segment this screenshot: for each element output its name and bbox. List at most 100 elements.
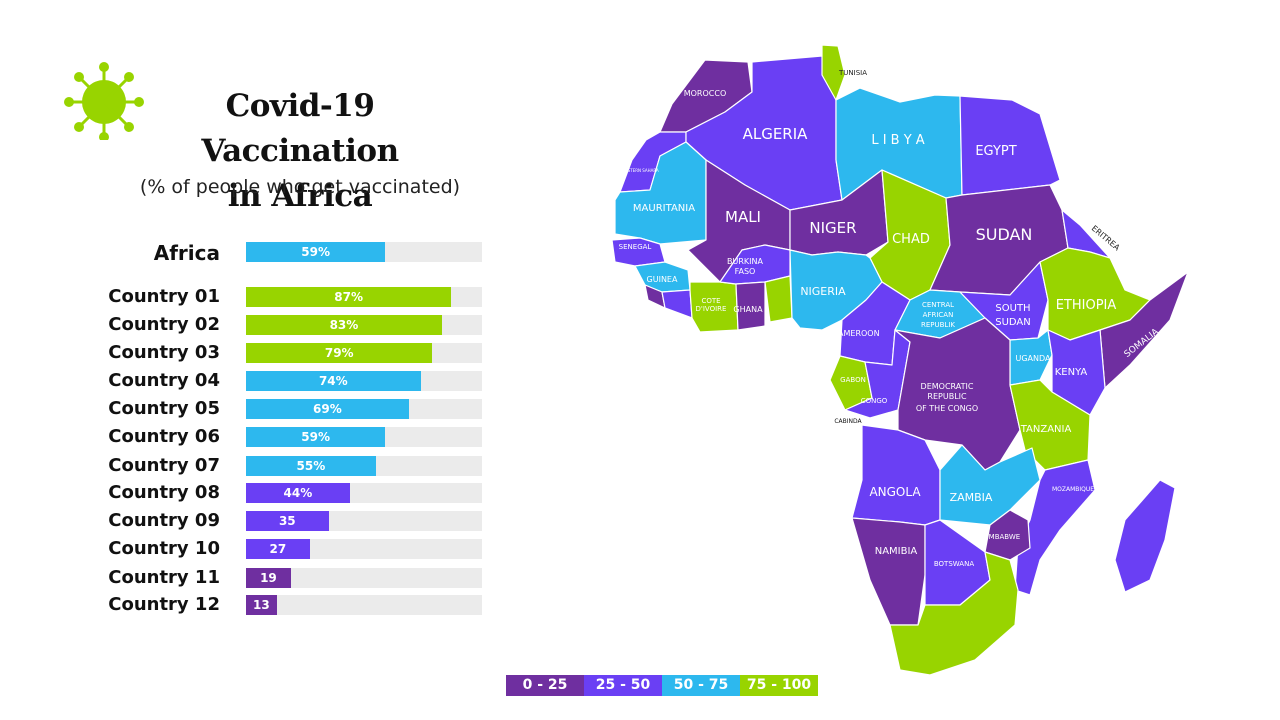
bar-value-label: 59% (301, 430, 330, 444)
map-label-cabinda: CABINDA (834, 418, 862, 425)
legend-item: 50 - 75 (662, 675, 740, 696)
bar-value-label: 35 (278, 514, 296, 528)
bar (246, 456, 376, 476)
bar-category-label: Country 03 (108, 342, 220, 363)
map-label-burkina-2: FASO (735, 267, 756, 276)
map-label-south-sudan-2: SUDAN (995, 317, 1031, 328)
map-label-morocco: MOROCCO (684, 89, 727, 98)
map-label-chad: CHAD (892, 232, 930, 247)
map-region-ghana (735, 281, 766, 331)
bar (246, 315, 442, 335)
bar-track: 59% (246, 427, 482, 447)
map-label-botswana: BOTSWANA (934, 560, 974, 568)
map-label-south-sudan-1: SOUTH (995, 303, 1030, 314)
map-label-mali: MALI (725, 208, 761, 226)
bar (246, 343, 433, 363)
bar-category-label: Country 04 (108, 370, 220, 391)
map-label-zambia: ZAMBIA (950, 491, 993, 504)
map-label-western-sahara: WESTERN SAHARA (621, 168, 659, 173)
map-region-malawi-mozambique (1014, 459, 1096, 596)
bar-track: 69% (246, 399, 482, 419)
bar (246, 539, 310, 559)
bar-track: 35 (246, 511, 482, 531)
map-label-drc-3: OF THE CONGO (916, 404, 978, 413)
map-label-cameroon: CAMEROON (832, 329, 879, 338)
title-block: Covid-19 Vaccination in Africa (% of peo… (60, 60, 540, 214)
map-region-zambia (939, 444, 1041, 526)
map-label-car-2: AFRICAN (923, 311, 954, 319)
map-label-car-3: REPUBLIK (921, 321, 955, 329)
bar-value-label: 69% (313, 402, 342, 416)
bar-value-label: 55% (296, 459, 326, 473)
map-label-egypt: EGYPT (975, 144, 1016, 159)
map-label-mauritania: MAURITANIA (633, 203, 695, 214)
map-label-libya: L I B Y A (871, 133, 924, 148)
bar-category-label: Country 11 (108, 567, 220, 588)
map-label-gabon: GABON (840, 376, 866, 384)
chart-subtitle: (% of people who get vaccinated) (139, 176, 461, 198)
map-label-angola: ANGOLA (869, 485, 921, 499)
bar-category-label: Country 08 (108, 482, 220, 503)
bar-category-label: Country 10 (108, 538, 220, 559)
bar-value-label: 59% (301, 245, 330, 259)
bar-category-label: Country 07 (108, 455, 220, 476)
bar-track: 44% (246, 483, 482, 503)
map-label-sudan: SUDAN (976, 225, 1033, 244)
map-label-uganda: UGANDA (1015, 354, 1051, 363)
map-label-guinea: GUINEA (647, 275, 678, 284)
bar-track: 59% (246, 242, 482, 262)
legend: 0 - 25 25 - 50 50 - 75 75 - 100 (506, 675, 818, 696)
map-region-somalia (1099, 271, 1189, 389)
bar-value-label: 27 (269, 542, 287, 556)
map-label-ghana: GHANA (733, 305, 763, 314)
map-label-senegal: SENEGAL (619, 243, 652, 251)
bar-track: 74% (246, 371, 482, 391)
bar-track: 13 (246, 595, 482, 615)
legend-item: 75 - 100 (740, 675, 818, 696)
map-region-madagascar (1114, 479, 1176, 593)
africa-map: MOROCCO ALGERIA TUNISIA L I B Y A EGYPT … (611, 44, 1189, 676)
map-region-mauritania (614, 141, 707, 245)
chart-title: Covid-19 Vaccination in Africa (140, 84, 460, 219)
map-region-liberia (661, 289, 693, 319)
bar-track: 55% (246, 456, 482, 476)
bar-category-label: Country 06 (108, 426, 220, 447)
map-label-tunisia: TUNISIA (838, 69, 867, 77)
bar-value-label: 44% (283, 486, 313, 500)
bar-value-label: 74% (318, 374, 348, 388)
chart-title-line2: in Africa (227, 178, 373, 214)
map-region-tunisia (821, 44, 846, 101)
virus-icon (64, 62, 144, 140)
bar-track: 79% (246, 343, 482, 363)
bar-category-label: Country 02 (108, 314, 220, 335)
map-label-ethiopia: ETHIOPIA (1056, 298, 1117, 313)
map-region-namibia (851, 517, 926, 626)
map-label-mozambique: MOZAMBIQUE (1052, 486, 1094, 493)
map-label-kenya: KENYA (1055, 367, 1088, 378)
bar (246, 511, 329, 531)
map-label-nigeria: NIGERIA (800, 285, 846, 298)
map-label-cote-1: COTE (701, 297, 720, 305)
bar (246, 595, 277, 615)
bar-category-label: Africa (153, 241, 220, 265)
map-label-congo: CONGO (861, 397, 888, 405)
bar-track: 19 (246, 568, 482, 588)
bar-category-label: Country 01 (108, 286, 220, 307)
bar-category-label: Country 12 (108, 594, 220, 615)
map-label-burkina-1: BURKINA (727, 257, 763, 266)
bar-track: 27 (246, 539, 482, 559)
legend-item: 25 - 50 (584, 675, 662, 696)
legend-item: 0 - 25 (506, 675, 584, 696)
map-label-namibia: NAMIBIA (875, 546, 918, 557)
bar-value-label: 87% (334, 290, 364, 304)
map-label-tanzania: TANZANIA (1020, 424, 1072, 435)
map-label-cote-2: D'IVOIRE (696, 305, 727, 313)
bar-value-label: 13 (252, 598, 270, 612)
bar (246, 568, 291, 588)
chart-title-line1: Covid-19 Vaccination (201, 88, 399, 169)
map-label-drc-1: DEMOCRATIC (921, 382, 974, 391)
bar (246, 483, 350, 503)
bar-value-label: 19 (260, 571, 277, 585)
bar (246, 371, 421, 391)
